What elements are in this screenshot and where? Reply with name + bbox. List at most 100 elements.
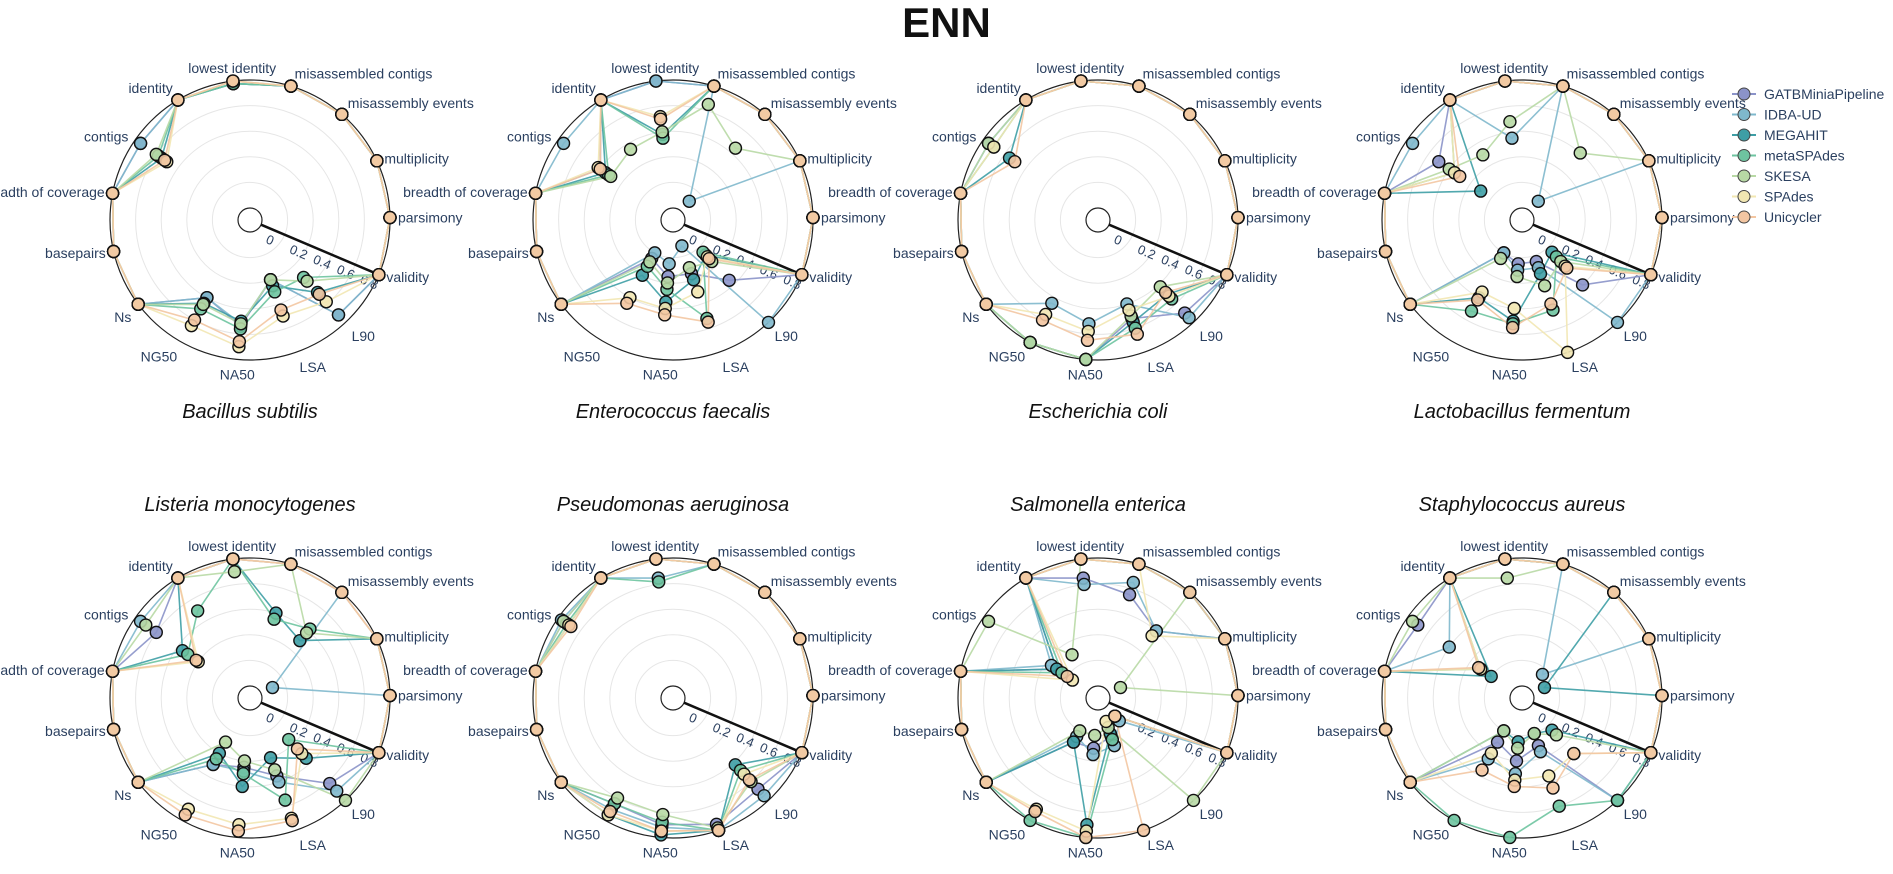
series-line-SKESA (1383, 84, 1663, 306)
angular-axis-label: validity (386, 747, 429, 763)
grid-circle (1059, 181, 1137, 259)
angular-axis-label: lowest identity (611, 538, 699, 554)
data-point (1531, 194, 1545, 208)
data-point (1560, 345, 1575, 360)
grid-circle (1483, 181, 1561, 259)
data-point (1537, 279, 1552, 293)
data-point (1544, 297, 1558, 311)
legend-item[interactable]: metaSPAdes (1732, 148, 1845, 164)
series-line-Unicycler (959, 558, 1239, 839)
data-point (1231, 688, 1245, 703)
legend-label: SPAdes (1764, 189, 1814, 205)
legend-swatch-marker (1737, 210, 1751, 224)
data-point (1377, 186, 1392, 200)
angular-axis-label: Ns (1386, 309, 1403, 325)
angular-axis-label: LSA (1148, 359, 1175, 375)
data-point (1182, 311, 1196, 325)
angular-axis-label: multiplicity (384, 628, 449, 644)
grid-circle (558, 583, 788, 813)
data-point (1023, 335, 1037, 350)
data-point (1447, 813, 1461, 828)
data-point (106, 722, 121, 737)
data-point (1443, 571, 1457, 585)
data-point (643, 255, 657, 269)
legend-item[interactable]: GATBMiniaPipeline (1732, 86, 1885, 102)
data-point (237, 754, 252, 768)
data-point (1405, 614, 1420, 629)
angular-axis-label: NG50 (564, 349, 601, 365)
data-point (1132, 79, 1146, 93)
data-point (682, 260, 697, 275)
angular-axis-label: L90 (1200, 806, 1224, 822)
data-point (711, 823, 726, 838)
series-line-SKESA (534, 103, 814, 306)
data-point (1490, 735, 1505, 749)
data-point (1560, 261, 1574, 275)
angular-axis-label: NA50 (220, 366, 255, 382)
data-point (1074, 74, 1088, 88)
angular-axis-label: misassembly events (1620, 95, 1746, 111)
data-point (1443, 93, 1457, 107)
subplot-title: Bacillus subtilis (182, 401, 318, 423)
angular-axis-label: Ns (962, 787, 979, 803)
angular-axis-label: L90 (775, 806, 799, 822)
angular-axis-label: validity (1234, 747, 1277, 763)
data-point (190, 604, 205, 618)
angular-axis-label: multiplicity (1656, 628, 1721, 644)
data-point (649, 74, 663, 88)
data-point (655, 125, 669, 139)
data-point (1484, 746, 1499, 760)
data-point (953, 664, 968, 678)
data-point (610, 791, 625, 805)
legend-item[interactable]: Unicycler (1732, 209, 1822, 225)
legend-item[interactable]: IDBA-UD (1732, 107, 1822, 123)
data-point (761, 315, 776, 330)
legend-swatch-marker (1737, 190, 1751, 203)
data-point (1607, 585, 1621, 600)
data-point (274, 303, 288, 317)
data-point (231, 824, 246, 838)
data-point (1610, 315, 1625, 330)
data-point (1655, 210, 1669, 225)
center-hole (1085, 685, 1111, 711)
angular-axis-label: misassembly events (771, 95, 897, 111)
grid-circle (583, 608, 763, 788)
angular-axis-label: misassembly events (348, 95, 474, 111)
data-point (131, 297, 145, 311)
data-point (1220, 268, 1234, 282)
data-point (383, 210, 397, 225)
angular-axis-label: identity (551, 558, 595, 574)
angular-axis-label: parsimony (821, 209, 886, 225)
data-point (1573, 146, 1587, 160)
angular-axis-label: misassembled contigs (718, 543, 856, 559)
data-point (1510, 741, 1525, 755)
legend-swatch-marker (1737, 169, 1751, 183)
angular-axis-label: validity (809, 747, 852, 763)
data-point (232, 334, 247, 349)
angular-axis-label: basepairs (468, 245, 529, 261)
radial-tick-label: 0.2 (287, 242, 310, 263)
data-point (171, 571, 185, 585)
angular-axis-label: breadth of coverage (0, 184, 105, 200)
legend-item[interactable]: SKESA (1732, 168, 1811, 184)
series-line-IDBA-UD (534, 80, 814, 324)
data-point (1503, 830, 1517, 845)
data-point (1533, 267, 1548, 281)
data-point (370, 154, 384, 168)
data-point (285, 813, 299, 828)
data-point (1065, 648, 1079, 662)
angular-axis-label: misassembly events (348, 573, 474, 589)
angular-axis-label: L90 (775, 328, 799, 344)
legend-label: metaSPAdes (1764, 148, 1845, 164)
angular-axis-label: parsimony (821, 687, 886, 703)
data-point (529, 722, 544, 737)
radial-tick-label: 0 (264, 710, 277, 727)
data-point (1507, 301, 1521, 316)
legend-label: SKESA (1764, 168, 1811, 184)
angular-axis-label: NA50 (1492, 844, 1527, 860)
data-point (979, 775, 993, 789)
legend-item[interactable]: SPAdes (1732, 189, 1814, 205)
angular-axis-label: NG50 (141, 349, 178, 365)
legend-item[interactable]: MEGAHIT (1732, 127, 1828, 143)
angular-axis-label: basepairs (45, 245, 106, 261)
